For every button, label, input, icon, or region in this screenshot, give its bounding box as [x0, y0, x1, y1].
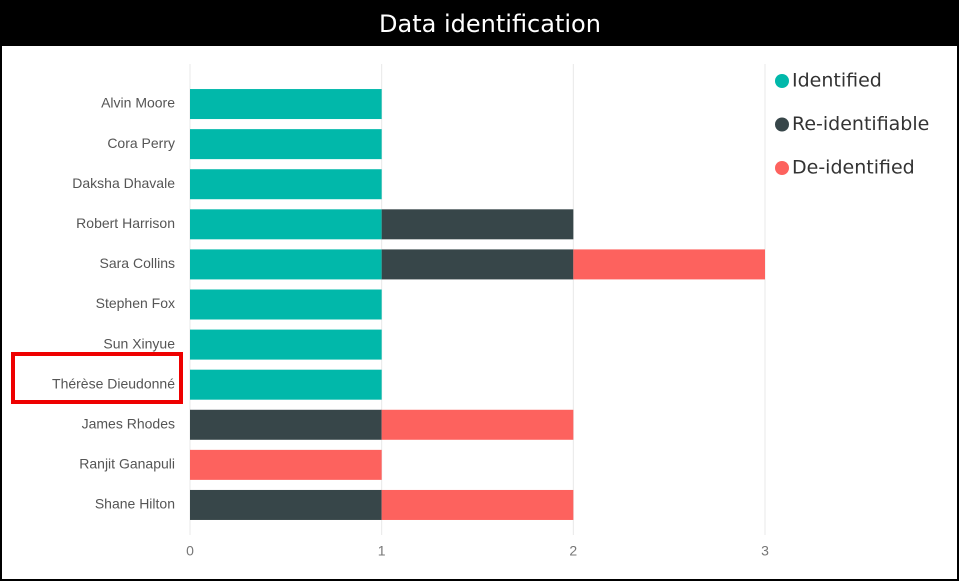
y-tick-label: Shane Hilton — [95, 496, 175, 512]
bar-segment — [381, 409, 574, 440]
title-bar — [0, 0, 959, 46]
legend-marker — [775, 74, 789, 88]
chart-title: Data identification — [379, 10, 601, 38]
legend-label: Identified — [792, 70, 882, 92]
bar-segment — [190, 369, 382, 400]
y-tick-label: Robert Harrison — [76, 215, 175, 231]
y-tick-label: Sara Collins — [100, 255, 175, 271]
y-tick-label: Ranjit Ganapuli — [79, 456, 175, 472]
plot: 0 1 2 3 Alvin Moore Cora Perry Daksha Dhavale R… — [52, 64, 929, 559]
bar-segment — [190, 169, 382, 200]
bar-segment — [190, 289, 382, 320]
bar-segment — [573, 249, 765, 280]
y-tick-label: Thérèse Dieudonné — [52, 375, 175, 391]
x-tick-label: 1 — [378, 543, 386, 559]
x-tick-label: 2 — [569, 543, 577, 559]
bar-segment — [190, 489, 382, 520]
bar-segment — [381, 249, 574, 280]
x-tick-label: 0 — [186, 543, 194, 559]
bar-segment — [381, 489, 574, 520]
bar-segment — [190, 89, 382, 120]
bar-segment — [381, 209, 574, 240]
y-tick-label: Cora Perry — [107, 135, 175, 151]
bar-segment — [190, 449, 382, 480]
y-tick-label: James Rhodes — [82, 415, 175, 431]
y-tick-label: Sun Xinyue — [103, 335, 175, 351]
legend-label: Re-identifiable — [792, 113, 929, 135]
bar-segment — [190, 129, 382, 160]
bar-segment — [190, 329, 382, 360]
legend-label: De-identified — [792, 157, 915, 179]
highlight-box — [11, 352, 183, 404]
bar-segment — [190, 249, 382, 280]
y-tick-label: Alvin Moore — [101, 95, 175, 111]
bar-segment — [190, 209, 382, 240]
y-tick-label: Daksha Dhavale — [72, 175, 175, 191]
x-tick-label: 3 — [761, 543, 769, 559]
bar-segment — [190, 409, 382, 440]
legend-marker — [775, 117, 789, 132]
legend-marker — [775, 161, 789, 175]
y-tick-label: Stephen Fox — [96, 295, 175, 311]
